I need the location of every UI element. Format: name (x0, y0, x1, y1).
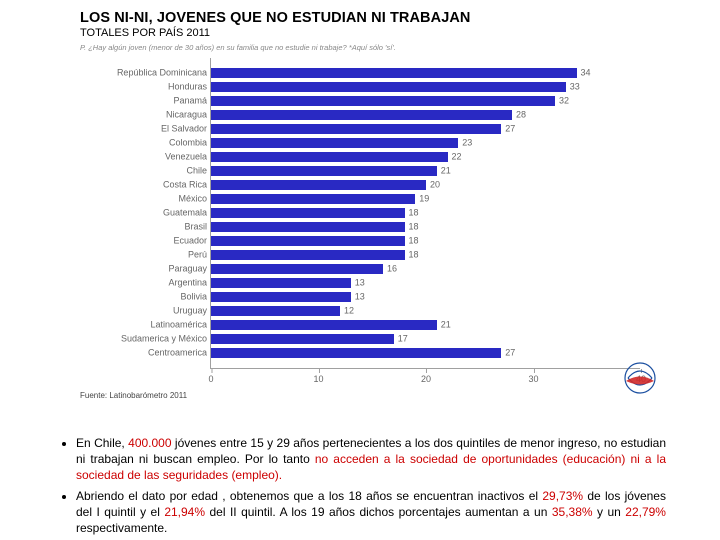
chart-title: LOS NI-NI, JOVENES QUE NO ESTUDIAN NI TR… (80, 10, 640, 26)
bar (211, 250, 405, 260)
bar (211, 348, 501, 358)
highlight-text: 22,79% (625, 505, 666, 519)
bar-value: 18 (409, 237, 419, 246)
bar-value: 21 (441, 167, 451, 176)
y-label: Ecuador (79, 237, 207, 246)
highlight-text: 35,38% (552, 505, 593, 519)
bar-value: 18 (409, 223, 419, 232)
bar-value: 28 (516, 111, 526, 120)
bar (211, 264, 383, 274)
bar (211, 194, 415, 204)
highlight-text: 29,73% (542, 489, 583, 503)
y-label: Argentina (79, 279, 207, 288)
bar-value: 13 (355, 279, 365, 288)
chart-question: P. ¿Hay algún joven (menor de 30 años) e… (80, 43, 640, 52)
bar (211, 82, 566, 92)
y-label: Honduras (79, 83, 207, 92)
y-label: Chile (79, 167, 207, 176)
y-label: República Dominicana (79, 69, 207, 78)
bar-value: 21 (441, 321, 451, 330)
body-text: Abriendo el dato por edad , obtenemos qu… (76, 489, 542, 503)
bar-value: 23 (462, 139, 472, 148)
y-label: Perú (79, 251, 207, 260)
bar-value: 22 (452, 153, 462, 162)
bar (211, 334, 394, 344)
y-label: El Salvador (79, 125, 207, 134)
bar (211, 96, 555, 106)
chart-subtitle: TOTALES POR PAÍS 2011 (80, 27, 640, 39)
bar (211, 222, 405, 232)
bar-value: 32 (559, 97, 569, 106)
logo-icon (618, 358, 662, 402)
highlight-text: 21,94% (164, 505, 205, 519)
bar-value: 19 (419, 195, 429, 204)
y-label: Venezuela (79, 153, 207, 162)
y-label: Guatemala (79, 209, 207, 218)
body-text: y un (593, 505, 626, 519)
y-label: Costa Rica (79, 181, 207, 190)
slide: LOS NI-NI, JOVENES QUE NO ESTUDIAN NI TR… (0, 0, 720, 540)
x-axis: 010203040 (211, 370, 640, 384)
body-text: respectivamente. (76, 521, 167, 535)
bar (211, 278, 351, 288)
x-tick: 30 (528, 374, 538, 384)
body-text: En Chile, (76, 436, 128, 450)
bullet-item: Abriendo el dato por edad , obtenemos qu… (76, 489, 666, 536)
chart-container: LOS NI-NI, JOVENES QUE NO ESTUDIAN NI TR… (80, 10, 640, 400)
y-label: Brasil (79, 223, 207, 232)
bar-value: 33 (570, 83, 580, 92)
bar-value: 27 (505, 349, 515, 358)
bar (211, 292, 351, 302)
y-label: Colombia (79, 139, 207, 148)
y-label: Sudamerica y México (79, 335, 207, 344)
bullet-item: En Chile, 400.000 jóvenes entre 15 y 29 … (76, 436, 666, 483)
y-axis-labels: República Dominicana Honduras Panamá Nicara… (79, 58, 207, 368)
x-tick: 20 (421, 374, 431, 384)
bar (211, 208, 405, 218)
bar-value: 17 (398, 335, 408, 344)
x-tick: 10 (313, 374, 323, 384)
x-tick: 0 (208, 374, 213, 384)
bar-value: 34 (581, 69, 591, 78)
bar (211, 124, 501, 134)
bar (211, 236, 405, 246)
plot-area: República DominicanaHondurasPanamáNicara… (210, 58, 640, 369)
bar (211, 180, 426, 190)
y-label: Bolivia (79, 293, 207, 302)
y-label: Panamá (79, 97, 207, 106)
bar-value: 16 (387, 265, 397, 274)
source-text: Fuente: Latinobarómetro 2011 (80, 391, 640, 400)
y-label: Centroamerica (79, 349, 207, 358)
bar-value: 18 (409, 251, 419, 260)
bar (211, 152, 448, 162)
y-label: Nicaragua (79, 111, 207, 120)
bar-value: 18 (409, 209, 419, 218)
bar (211, 320, 437, 330)
bars-layer: 3433322827232221201918181818161313122117… (211, 58, 640, 368)
bar-value: 12 (344, 307, 354, 316)
y-label: Paraguay (79, 265, 207, 274)
bar (211, 138, 458, 148)
bullets-ul: En Chile, 400.000 jóvenes entre 15 y 29 … (54, 436, 666, 537)
y-label: Uruguay (79, 307, 207, 316)
bar-value: 27 (505, 125, 515, 134)
bar-value: 20 (430, 181, 440, 190)
highlight-text: 400.000 (128, 436, 171, 450)
bar (211, 68, 577, 78)
bar (211, 306, 340, 316)
bullet-list: En Chile, 400.000 jóvenes entre 15 y 29 … (48, 436, 672, 537)
bar (211, 166, 437, 176)
bar-value: 13 (355, 293, 365, 302)
bar (211, 110, 512, 120)
y-label: México (79, 195, 207, 204)
y-label: Latinoamérica (79, 321, 207, 330)
body-text: del II quintil. A los 19 años dichos por… (205, 505, 552, 519)
